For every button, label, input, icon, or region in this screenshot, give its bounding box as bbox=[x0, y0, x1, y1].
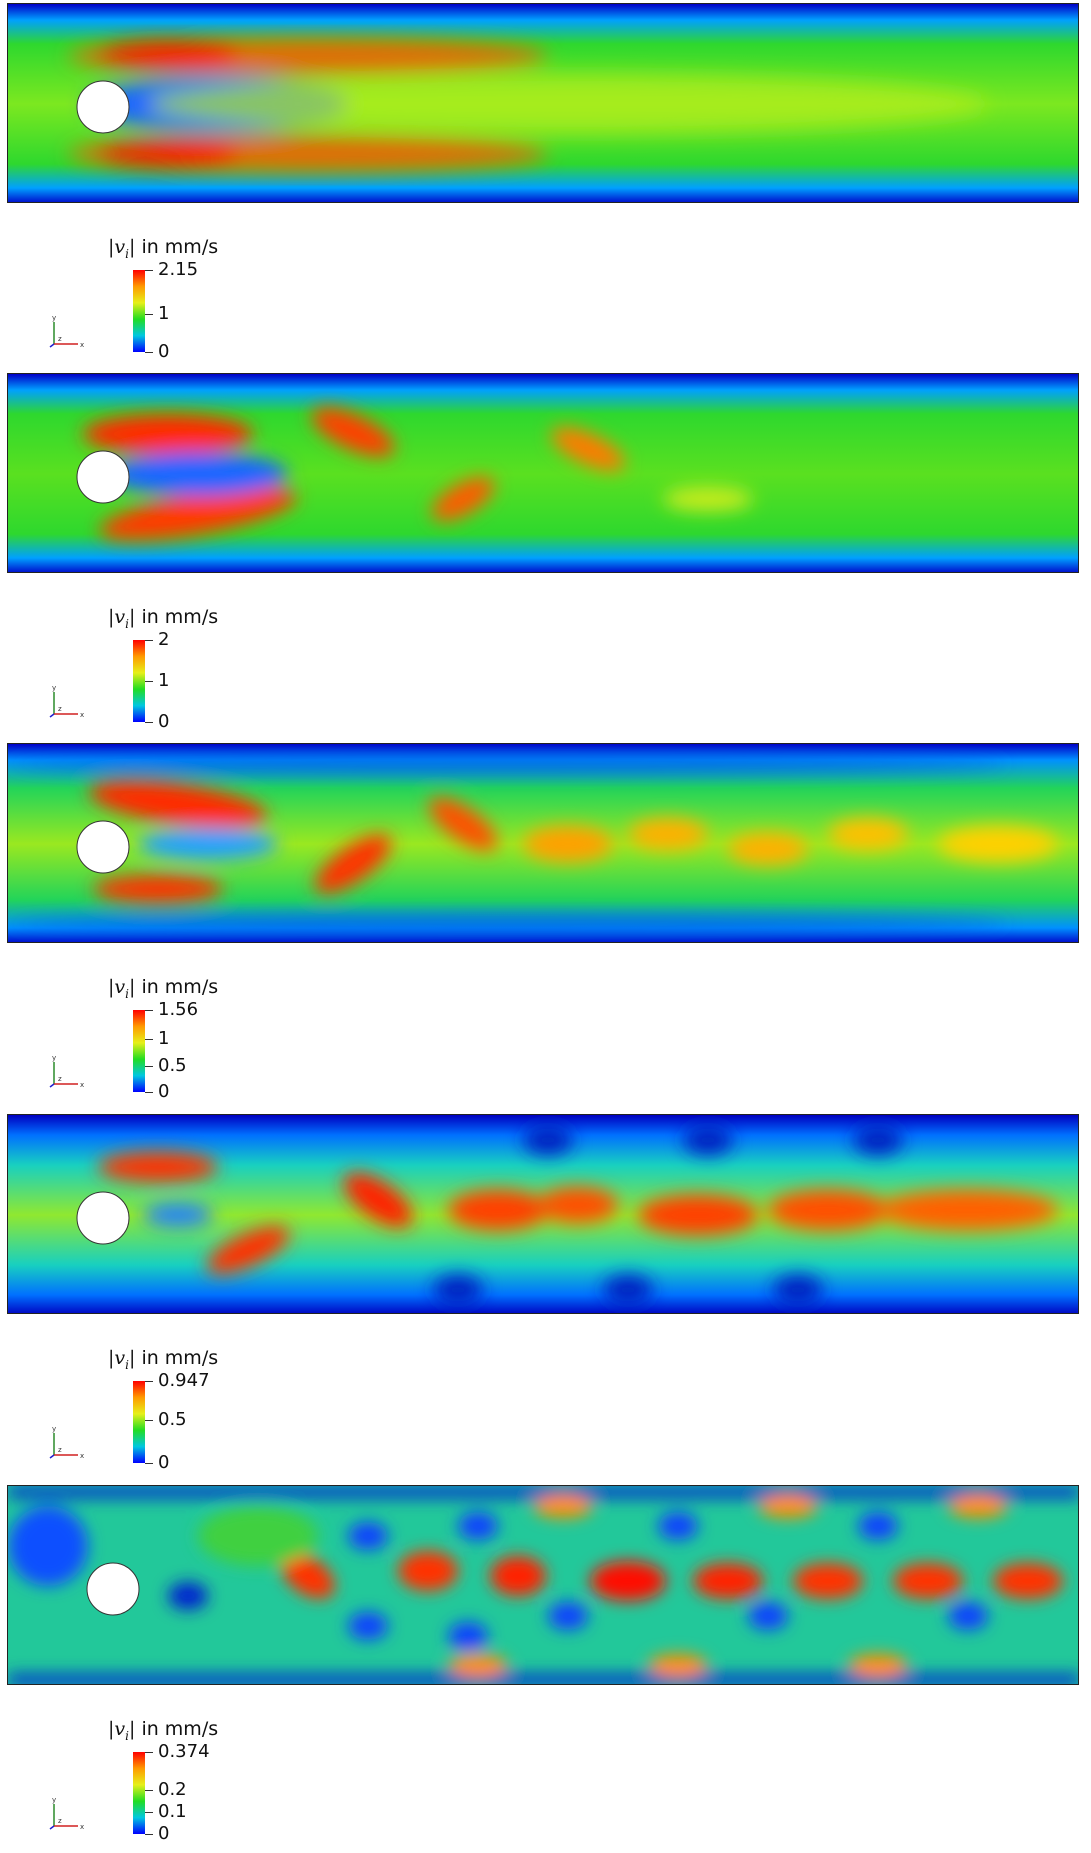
legend-close: | bbox=[128, 606, 136, 628]
colorbar-tick bbox=[145, 1381, 153, 1382]
svg-text:z: z bbox=[58, 1075, 62, 1083]
legend-units: in mm/s bbox=[141, 606, 219, 628]
colorbar-tick-label: 0.1 bbox=[158, 1801, 187, 1823]
colorbar-tick bbox=[145, 1092, 153, 1093]
velocity-field-5 bbox=[7, 1485, 1079, 1685]
panel-5: |vi| in mm/s y z x 0.374 0.2 0.1 0 bbox=[0, 1482, 1091, 1853]
colorbar-tick-label: 1 bbox=[158, 1028, 170, 1050]
colorbar-tick-label: 1 bbox=[158, 670, 170, 691]
colorbar-tick-label: 1 bbox=[158, 302, 170, 324]
colorbar-tick-label: 0.947 bbox=[158, 1370, 210, 1391]
colorbar-tick bbox=[145, 722, 153, 723]
colorbar-legend-4: |vi| in mm/s y z x 0.947 0.5 0 bbox=[0, 1341, 400, 1481]
panel-1: |vi| in mm/s y z x 2.15 1 0 bbox=[0, 0, 1091, 371]
colorbar bbox=[133, 1752, 145, 1834]
colorbar-tick bbox=[145, 1039, 153, 1041]
svg-text:y: y bbox=[52, 1796, 56, 1804]
velocity-field-1 bbox=[7, 3, 1079, 203]
colorbar-tick-label: 2.15 bbox=[158, 259, 199, 280]
velocity-field-4 bbox=[7, 1114, 1079, 1314]
colorbar bbox=[133, 1381, 145, 1463]
colorbar-tick bbox=[145, 640, 153, 641]
legend-title: |vi| in mm/s bbox=[108, 976, 219, 1001]
legend-units: in mm/s bbox=[141, 236, 219, 258]
colorbar-tick bbox=[145, 681, 153, 682]
legend-close: | bbox=[128, 236, 136, 258]
colorbar-tick bbox=[145, 1752, 153, 1753]
colorbar-tick bbox=[145, 1010, 153, 1011]
colorbar-tick-label: 0 bbox=[158, 1452, 170, 1473]
legend-title: |vi| in mm/s bbox=[108, 1347, 219, 1372]
legend-title: |vi| in mm/s bbox=[108, 1718, 219, 1743]
svg-text:y: y bbox=[52, 314, 56, 322]
legend-subscript: i bbox=[125, 987, 129, 1001]
colorbar-tick-label: 0 bbox=[158, 711, 170, 732]
orientation-axes-icon: y z x bbox=[49, 1425, 84, 1460]
colorbar-legend-2: |vi| in mm/s y z x 2 1 0 bbox=[0, 600, 400, 740]
colorbar-tick-label: 1.56 bbox=[158, 999, 199, 1020]
panel-4: |vi| in mm/s y z x 0.947 0.5 0 bbox=[0, 1111, 1091, 1482]
colorbar-legend-3: |vi| in mm/s y z x 1.56 1 0.5 0 bbox=[0, 970, 400, 1110]
legend-subscript: i bbox=[125, 247, 129, 261]
legend-units: in mm/s bbox=[141, 1718, 219, 1740]
orientation-axes-icon: y z x bbox=[49, 684, 84, 719]
orientation-axes-icon: y z x bbox=[49, 1796, 84, 1831]
legend-close: | bbox=[128, 1718, 136, 1740]
colorbar-tick bbox=[145, 1419, 153, 1421]
legend-units: in mm/s bbox=[141, 1347, 219, 1369]
colorbar-tick bbox=[145, 313, 153, 315]
colorbar-tick-label: 0.2 bbox=[158, 1779, 187, 1801]
legend-subscript: i bbox=[125, 617, 129, 631]
colorbar-tick bbox=[145, 352, 153, 353]
svg-text:y: y bbox=[52, 1425, 56, 1433]
colorbar-tick bbox=[145, 1834, 153, 1835]
svg-text:x: x bbox=[80, 1823, 84, 1831]
svg-text:y: y bbox=[52, 684, 56, 692]
legend-subscript: i bbox=[125, 1729, 129, 1743]
svg-text:z: z bbox=[58, 1817, 62, 1825]
svg-text:z: z bbox=[58, 335, 62, 343]
colorbar-tick-label: 2 bbox=[158, 629, 170, 650]
orientation-axes-icon: y z x bbox=[49, 1054, 84, 1089]
velocity-field-3 bbox=[7, 743, 1079, 943]
colorbar-tick-label: 0.5 bbox=[158, 1054, 187, 1076]
colorbar-tick bbox=[145, 1790, 153, 1792]
panel-2: |vi| in mm/s y z x 2 1 0 bbox=[0, 370, 1091, 741]
colorbar bbox=[133, 640, 145, 722]
svg-text:z: z bbox=[58, 705, 62, 713]
legend-close: | bbox=[128, 1347, 136, 1369]
svg-text:x: x bbox=[80, 711, 84, 719]
legend-title: |vi| in mm/s bbox=[108, 236, 219, 261]
colorbar-legend-1: |vi| in mm/s y z x 2.15 1 0 bbox=[0, 230, 400, 370]
svg-text:x: x bbox=[80, 341, 84, 349]
legend-symbol: |v bbox=[108, 236, 126, 258]
colorbar-tick-label: 0 bbox=[158, 1823, 170, 1844]
colorbar-tick-label: 0 bbox=[158, 1081, 170, 1102]
svg-text:y: y bbox=[52, 1054, 56, 1062]
legend-symbol: |v bbox=[108, 976, 126, 998]
colorbar-tick-label: 0.374 bbox=[158, 1741, 210, 1762]
svg-text:z: z bbox=[58, 1446, 62, 1454]
svg-text:x: x bbox=[80, 1452, 84, 1460]
colorbar-tick bbox=[145, 1065, 153, 1067]
legend-units: in mm/s bbox=[141, 976, 219, 998]
panel-3: |vi| in mm/s y z x 1.56 1 0.5 0 bbox=[0, 740, 1091, 1111]
colorbar-tick bbox=[145, 1812, 153, 1814]
colorbar bbox=[133, 1010, 145, 1092]
orientation-axes-icon: y z x bbox=[49, 314, 84, 349]
legend-symbol: |v bbox=[108, 1347, 126, 1369]
legend-symbol: |v bbox=[108, 1718, 126, 1740]
colorbar-tick-label: 0.5 bbox=[158, 1408, 187, 1430]
colorbar-tick bbox=[145, 270, 153, 271]
legend-subscript: i bbox=[125, 1358, 129, 1372]
colorbar bbox=[133, 270, 145, 352]
colorbar-tick-label: 0 bbox=[158, 341, 170, 362]
colorbar-tick bbox=[145, 1463, 153, 1464]
legend-symbol: |v bbox=[108, 606, 126, 628]
legend-title: |vi| in mm/s bbox=[108, 606, 219, 631]
velocity-field-2 bbox=[7, 373, 1079, 573]
legend-close: | bbox=[128, 976, 136, 998]
svg-text:x: x bbox=[80, 1081, 84, 1089]
colorbar-legend-5: |vi| in mm/s y z x 0.374 0.2 0.1 0 bbox=[0, 1712, 400, 1852]
